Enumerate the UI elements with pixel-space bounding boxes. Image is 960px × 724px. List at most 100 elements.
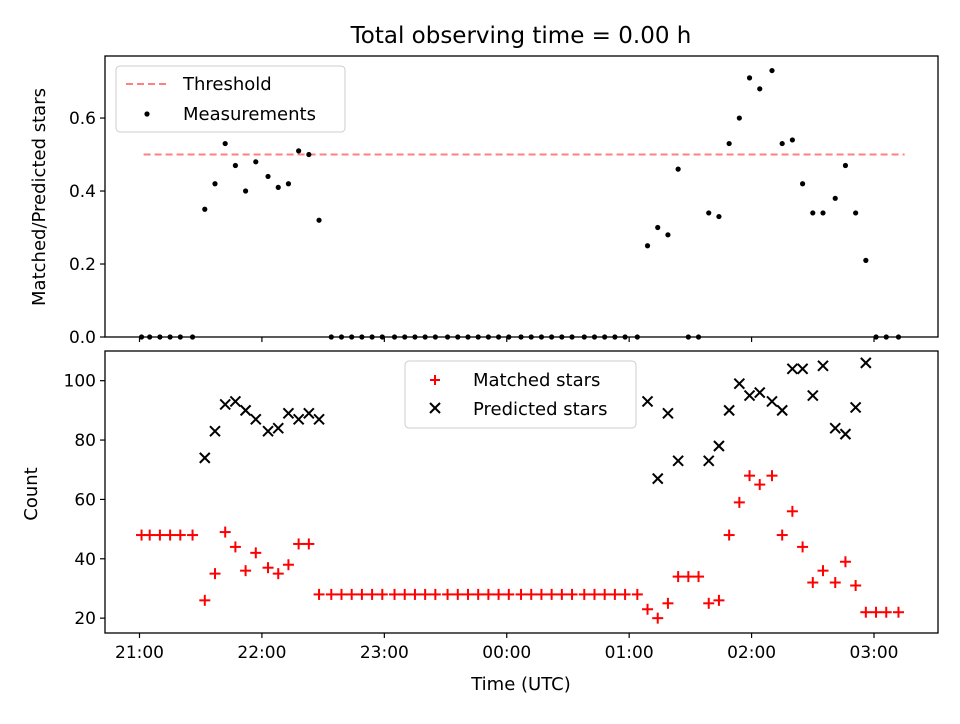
x-tick-label: 22:00 [237,643,286,663]
matched-star-point [442,588,454,600]
bottom-y-tick-label: 100 [64,372,96,392]
top-legend: Threshold Measurements [115,65,346,133]
measurement-point [873,334,879,340]
measurement-point [832,195,838,201]
matched-star-point [744,470,756,482]
matched-star-point [599,588,611,600]
matched-stars-legend-label: Matched stars [473,370,600,391]
measurements-legend-swatch [144,111,150,117]
predicted-star-point [703,455,715,467]
matched-star-point [376,588,388,600]
measurement-point [602,334,608,340]
measurement-point [265,173,271,180]
matched-star-point [229,541,241,553]
matched-star-point [335,588,347,600]
matched-star-point [144,529,156,541]
measurement-point [538,334,545,340]
matched-star-point [807,577,819,589]
predicted-star-point [303,407,315,420]
matched-star-point [535,588,547,600]
matched-star-point [303,538,315,550]
matched-star-point [313,588,325,600]
bottom-y-tick-label: 80 [74,431,96,451]
predicted-star-point [723,404,735,417]
predicted-star-point [209,425,221,437]
measurement-point [177,334,183,340]
top-panel: Matched/Predicted stars Threshold Measur… [29,55,939,348]
matched-star-point [187,529,199,541]
measurement-point [581,334,587,340]
threshold-legend-label: Threshold [182,74,272,95]
matched-star-point [703,597,715,609]
measurement-point [895,334,902,340]
bottom-y-tick-label: 40 [74,550,96,570]
x-tick-label: 01:00 [605,643,654,663]
matched-star-point [419,588,431,600]
matched-star-point [462,588,474,600]
measurement-point [328,334,334,340]
bottom-y-tick-label: 20 [74,609,96,629]
x-tick-label: 00:00 [482,643,531,663]
predicted-star-point [766,395,778,408]
measurement-point [379,334,385,340]
predicted-star-point [229,395,242,408]
matched-star-point [262,562,274,574]
predicted-star-point [733,377,746,390]
predicted-star-point [713,440,725,452]
x-tick-label: 02:00 [727,643,776,663]
predicted-star-point [776,404,788,417]
matched-star-point [556,588,568,600]
measurement-point [685,334,691,340]
predicted-star-point [860,357,872,369]
measurement-point [432,334,438,340]
matched-star-point [399,588,411,600]
matched-star-point [723,529,735,541]
matched-star-point [325,588,337,600]
matched-star-point [209,568,221,580]
predicted-star-point [250,413,262,425]
top-y-axis-label: Matched/Predicted stars [29,88,50,306]
measurement-point [716,213,722,220]
measurement-point [746,75,753,81]
measurement-point [695,334,702,340]
measurement-point [485,334,491,340]
matched-star-point [293,538,305,550]
measurement-point [391,334,398,340]
top-y-tick-label: 0.0 [69,328,96,348]
matched-star-point [652,612,664,624]
matched-stars-legend-swatch [430,375,440,385]
measurement-point [863,257,869,263]
matched-star-point [870,606,882,618]
measurement-point [549,334,555,340]
predicted-star-point [662,407,674,420]
top-y-tick-label: 0.6 [69,109,96,129]
matched-star-point [588,588,600,600]
measurement-point [402,334,408,340]
matched-star-point [609,588,621,600]
predicted-stars-legend-label: Predicted stars [473,399,607,420]
x-tick-label: 21:00 [115,643,164,663]
matched-star-point [154,529,166,541]
predicted-star-point [292,413,305,425]
measurement-point [518,334,524,340]
bottom-plot-frame [104,350,939,634]
matched-star-point [642,603,654,615]
measurement-point [232,162,238,169]
measurement-point [622,334,628,340]
matched-star-point [797,541,809,553]
matched-star-point [619,588,631,600]
measurement-point [853,210,859,216]
bottom-legend-box [404,360,637,429]
measurement-point [757,86,763,92]
predicted-star-point [239,404,252,417]
predicted-star-point [313,413,325,425]
measurement-point [569,334,575,340]
measurement-point [769,67,775,74]
matched-star-point [429,588,441,600]
measurement-point [338,334,345,340]
predicted-star-point [652,472,664,485]
matched-star-point [672,571,684,583]
measurement-point [455,334,461,340]
